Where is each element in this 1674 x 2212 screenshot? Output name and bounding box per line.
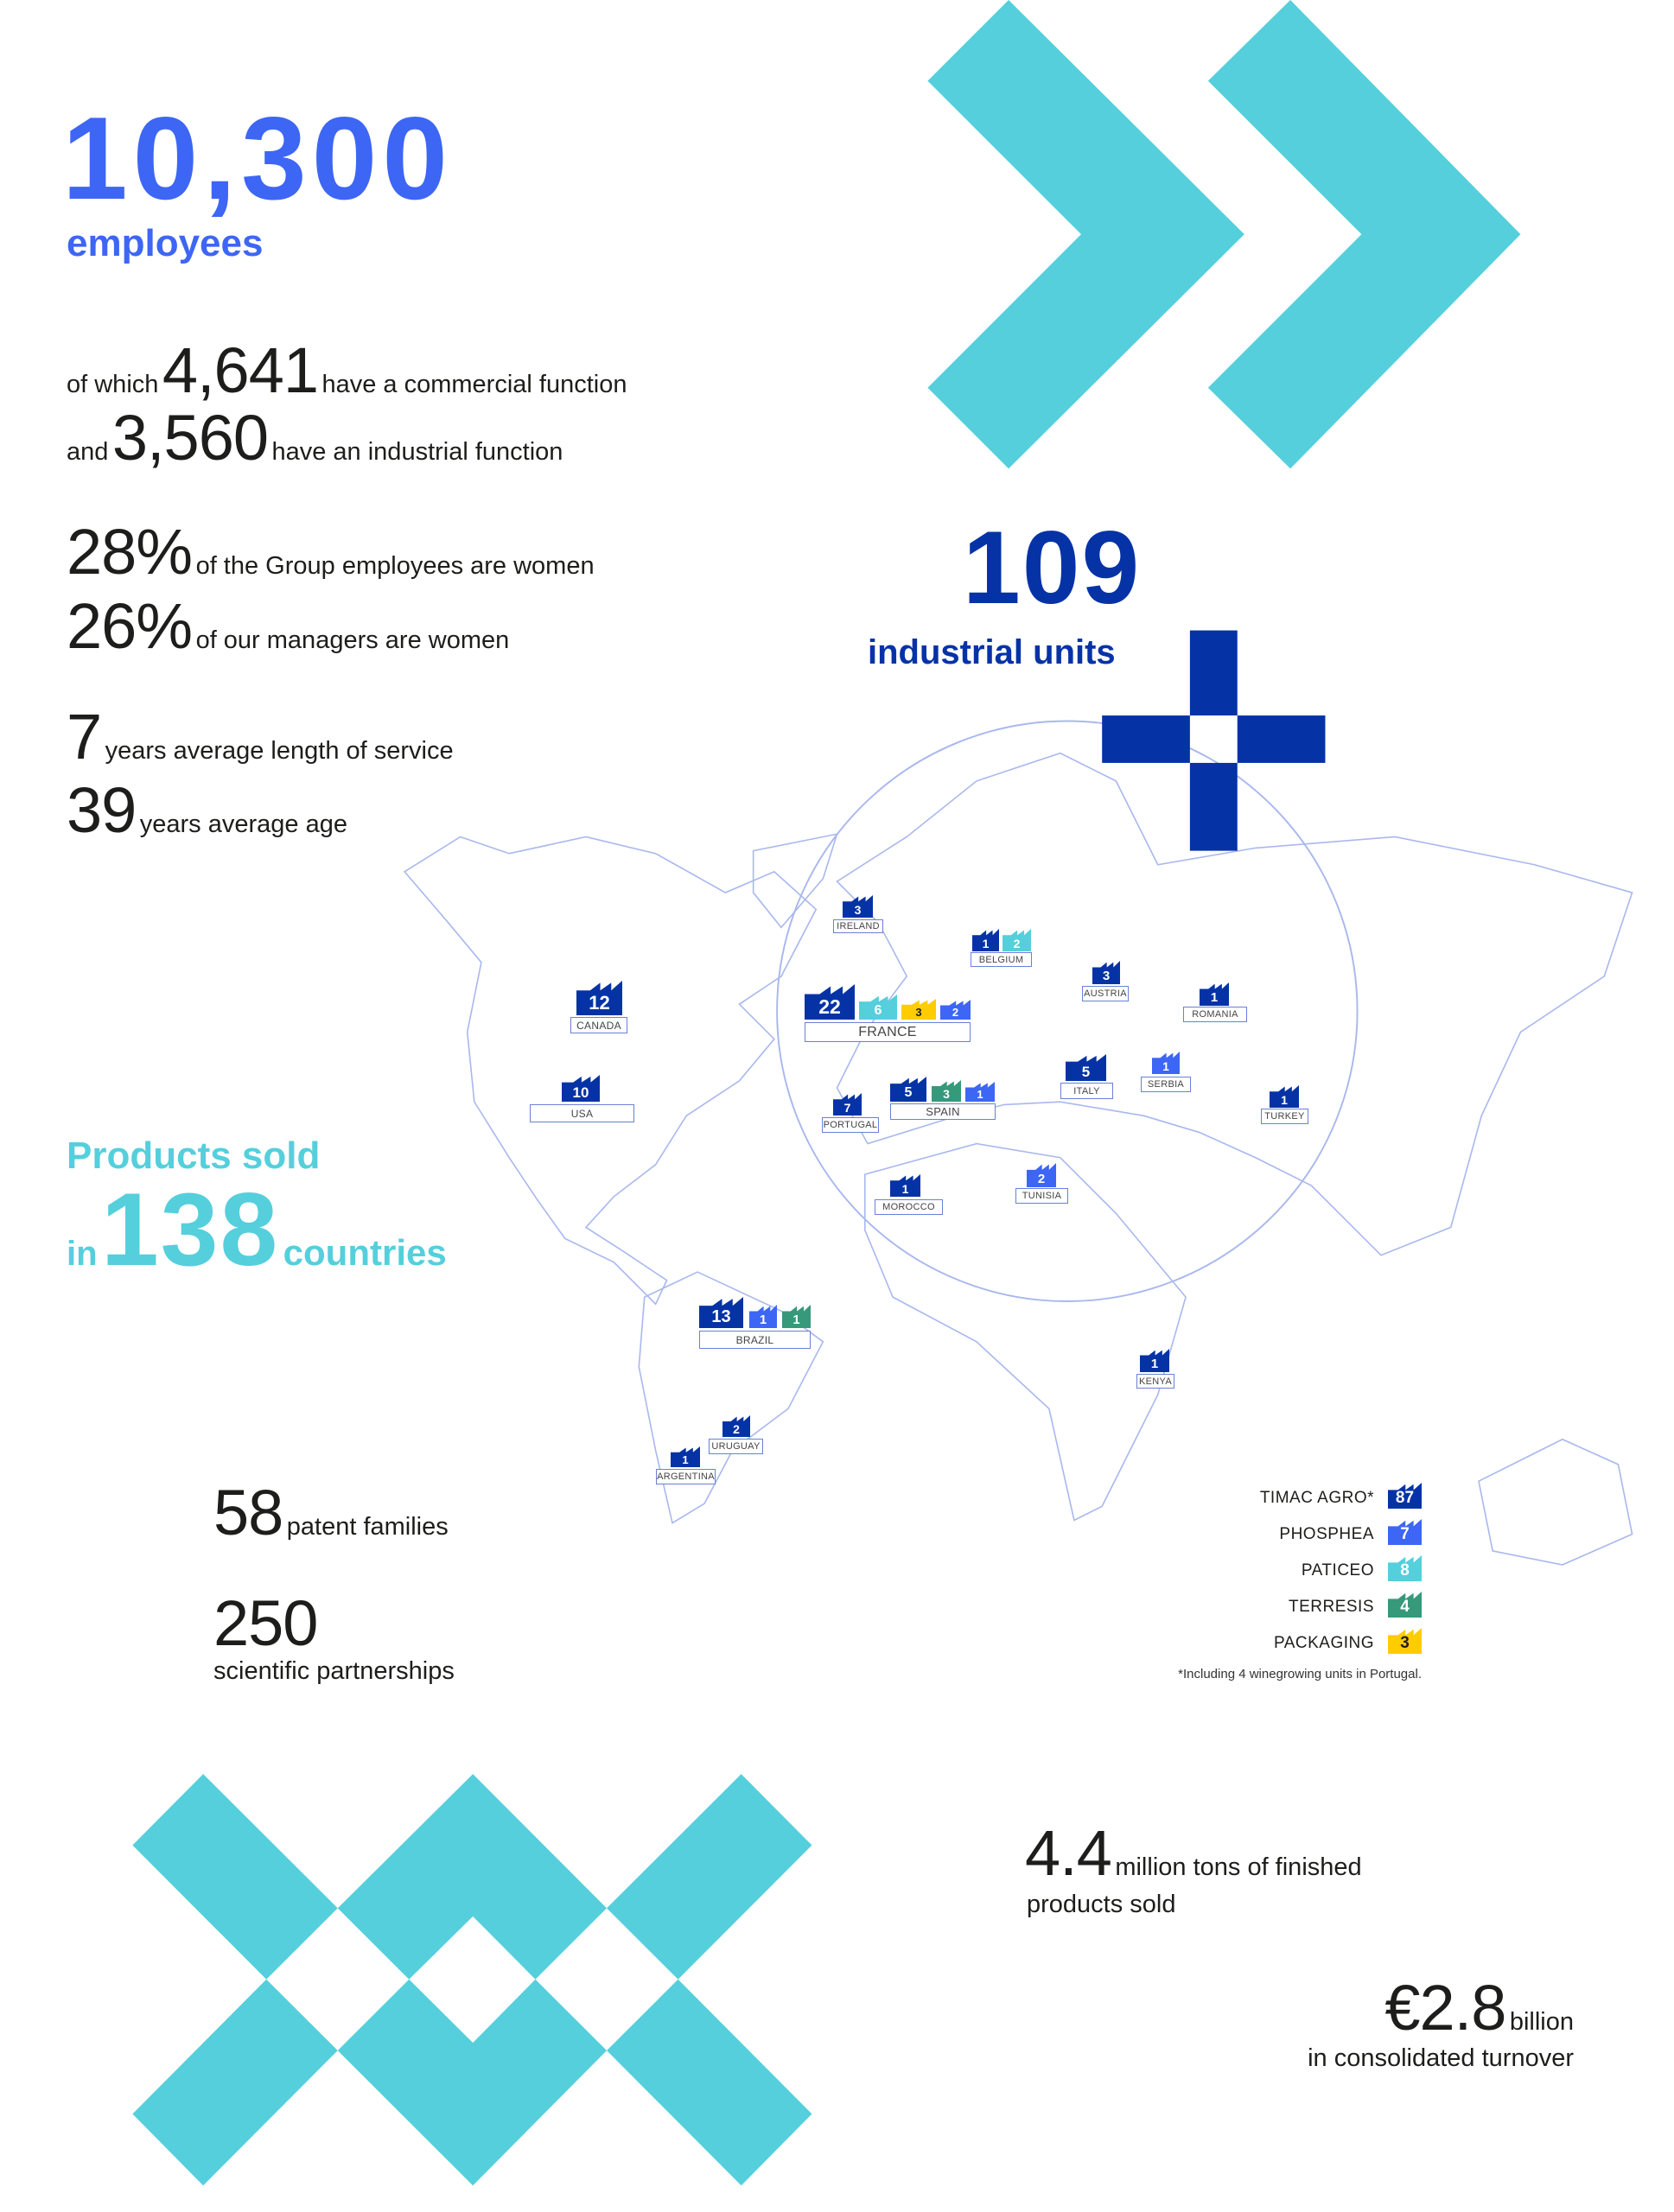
industrial-units-count: 109 [963, 510, 1142, 626]
country-label-italy: ITALY [1060, 1083, 1113, 1099]
country-label-argentina: ARGENTINA [656, 1469, 716, 1484]
country-label-kenya: KENYA [1136, 1374, 1174, 1389]
industrial-units-label: industrial units [868, 633, 1116, 671]
women-employees-line: 28% of the Group employees are women [67, 516, 595, 588]
map-australia [1478, 1438, 1633, 1566]
plus-cross-graphic [1102, 630, 1326, 851]
commercial-function-line: of which 4,641 have a commercial functio… [67, 334, 627, 406]
country-label-spain: SPAIN [890, 1103, 996, 1120]
commercial-count: 4,641 [162, 334, 319, 406]
countries-line: in 138 countries [67, 1172, 447, 1287]
legend-label-paticeo: PATICEO [1301, 1561, 1374, 1580]
country-label-romania: ROMANIA [1183, 1007, 1247, 1022]
country-label-canada: CANADA [570, 1017, 627, 1033]
legend-label-packaging: PACKAGING [1273, 1634, 1374, 1652]
average-age-line: 39 years average age [67, 774, 347, 846]
europe-zoom-circle [776, 720, 1359, 1302]
map-north-america [403, 836, 818, 1306]
map-eurasia [836, 752, 1633, 1256]
map-greenland [752, 833, 838, 929]
country-label-tunisia: TUNISIA [1015, 1188, 1068, 1204]
double-chevron-graphic [927, 0, 1521, 469]
employees-label: employees [67, 222, 264, 264]
legend-label-phosphea: PHOSPHEA [1279, 1525, 1374, 1543]
country-label-uruguay: URUGUAY [709, 1439, 763, 1454]
country-label-turkey: TURKEY [1261, 1109, 1308, 1124]
service-length-line: 7 years average length of service [67, 701, 454, 772]
products-sold-label: Products sold [67, 1135, 321, 1177]
women-managers-line: 26% of our managers are women [67, 590, 510, 662]
partnerships-count: 250 [213, 1587, 318, 1659]
industrial-function-line: and 3,560 have an industrial function [67, 402, 563, 474]
countries-count: 138 [101, 1172, 280, 1287]
map-africa [863, 1142, 1187, 1522]
legend-label-timac: TIMAC AGRO* [1259, 1489, 1374, 1507]
legend-footnote: *Including 4 winegrowing units in Portug… [1178, 1667, 1422, 1681]
legend-label-terresis: TERRESIS [1288, 1598, 1374, 1616]
country-label-serbia: SERBIA [1141, 1077, 1191, 1092]
employees-count: 10,300 [62, 92, 453, 224]
partnerships-label: scientific partnerships [213, 1657, 455, 1685]
country-label-austria: AUSTRIA [1082, 986, 1129, 1001]
country-label-belgium: BELGIUM [971, 952, 1032, 967]
turnover-label: in consolidated turnover [1308, 2044, 1574, 2072]
industrial-count: 3,560 [111, 402, 269, 474]
country-label-usa: USA [530, 1104, 634, 1122]
world-map [403, 752, 1633, 1566]
tonnage-line-2: products sold [1027, 1891, 1176, 1918]
country-label-ireland: IRELAND [833, 919, 883, 933]
country-label-brazil: BRAZIL [699, 1331, 811, 1349]
turnover-line: €2.8 billion [1384, 1972, 1574, 2044]
patent-families-line: 58 patent families [213, 1477, 449, 1548]
country-label-morocco: MOROCCO [875, 1199, 943, 1215]
country-label-portugal: PORTUGAL [822, 1117, 879, 1133]
diamond-pattern-graphic [132, 1774, 812, 2186]
country-label-france: FRANCE [805, 1022, 971, 1042]
tonnage-line: 4.4 million tons of finished [1025, 1817, 1362, 1889]
